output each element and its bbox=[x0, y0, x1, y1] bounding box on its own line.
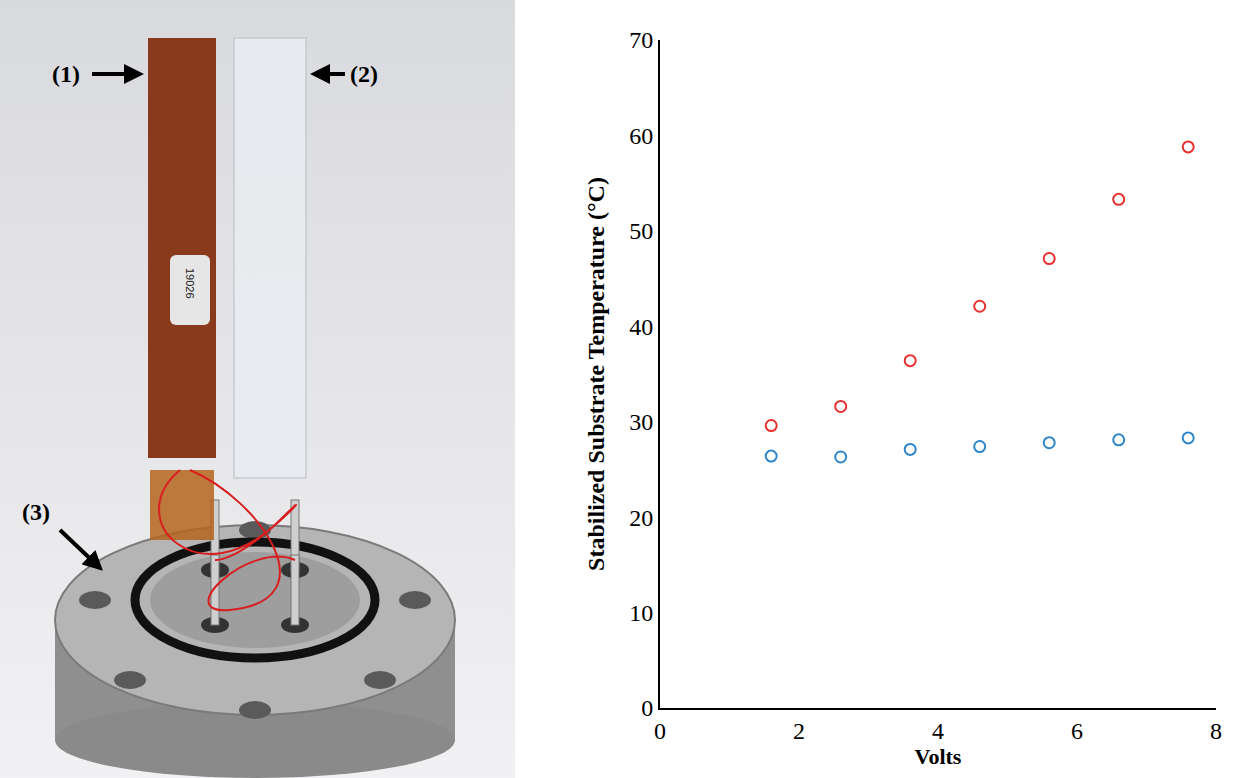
svg-text:4: 4 bbox=[932, 718, 944, 744]
svg-text:60: 60 bbox=[629, 123, 653, 149]
svg-text:30: 30 bbox=[629, 409, 653, 435]
svg-text:(3): (3) bbox=[22, 499, 50, 525]
svg-text:19026: 19026 bbox=[184, 268, 196, 299]
svg-text:6: 6 bbox=[1071, 718, 1083, 744]
svg-text:40: 40 bbox=[629, 314, 653, 340]
svg-text:70: 70 bbox=[629, 27, 653, 53]
svg-text:(1): (1) bbox=[52, 61, 80, 87]
svg-text:50: 50 bbox=[629, 218, 653, 244]
svg-text:10: 10 bbox=[629, 600, 653, 626]
svg-text:Stabilized Substrate Temperatu: Stabilized Substrate Temperature (°C) bbox=[583, 177, 609, 571]
svg-text:0: 0 bbox=[654, 718, 666, 744]
svg-text:(2): (2) bbox=[350, 61, 378, 87]
svg-text:2: 2 bbox=[793, 718, 805, 744]
svg-text:20: 20 bbox=[629, 505, 653, 531]
svg-text:0: 0 bbox=[641, 695, 653, 721]
svg-text:8: 8 bbox=[1210, 718, 1222, 744]
svg-text:Volts: Volts bbox=[915, 744, 962, 769]
